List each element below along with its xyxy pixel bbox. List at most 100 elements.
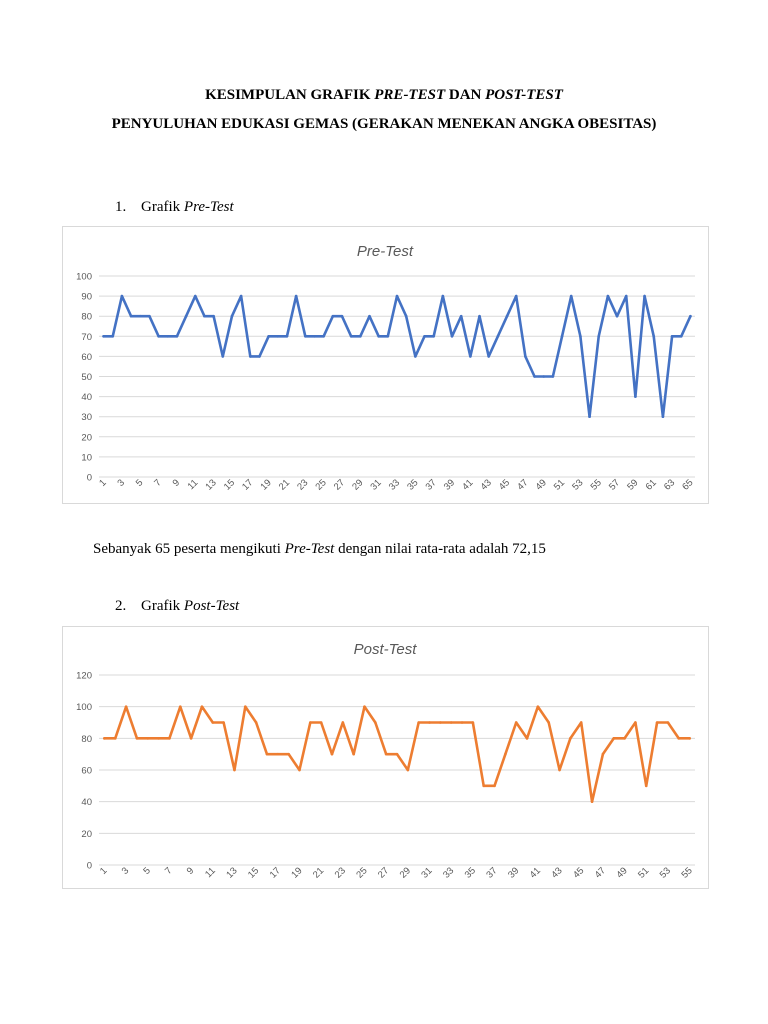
data-point (404, 314, 408, 318)
data-point (222, 721, 225, 724)
data-point (146, 737, 150, 740)
data-point (377, 335, 380, 338)
data-point (239, 294, 243, 298)
x-tick-label: 45 (497, 477, 512, 492)
section-label: Grafik (141, 199, 184, 215)
data-point (148, 314, 151, 318)
summary-part-2: Pre-Test (284, 541, 335, 557)
x-tick-label: 1 (98, 865, 110, 877)
x-tick-label: 21 (277, 477, 292, 492)
data-point (569, 294, 573, 298)
data-point (666, 721, 670, 724)
y-tick-label: 20 (81, 829, 92, 840)
data-point (441, 294, 445, 298)
x-tick-label: 51 (636, 865, 651, 880)
data-point (579, 335, 582, 338)
x-tick-label: 21 (311, 865, 326, 880)
data-point (677, 737, 681, 740)
x-tick-label: 43 (479, 477, 494, 492)
x-tick-label: 49 (614, 865, 629, 880)
data-point (230, 314, 234, 318)
data-point (644, 784, 648, 788)
data-point (423, 335, 426, 338)
data-point (200, 705, 204, 708)
x-tick-label: 25 (314, 477, 329, 492)
data-point (157, 737, 160, 740)
x-tick-label: 35 (405, 477, 420, 492)
data-point (287, 752, 290, 756)
x-tick-label: 17 (268, 865, 283, 880)
title-part-4: POST-TEST (485, 87, 563, 103)
x-tick-label: 45 (571, 865, 586, 880)
x-tick-label: 35 (463, 865, 478, 880)
y-tick-label: 20 (81, 432, 92, 443)
data-point (469, 355, 472, 358)
title-part-1: KESIMPULAN GRAFIK (205, 87, 375, 103)
data-point (313, 335, 316, 338)
data-point (643, 294, 646, 298)
data-point (514, 721, 518, 724)
data-point (558, 768, 561, 772)
data-point (359, 335, 362, 338)
data-point (615, 314, 619, 318)
data-point (368, 314, 371, 318)
x-tick-label: 33 (441, 865, 456, 880)
data-point (414, 355, 417, 358)
section-number: 2. (115, 598, 127, 614)
x-tick-label: 27 (332, 477, 347, 492)
x-tick-label: 25 (354, 865, 369, 880)
y-tick-label: 90 (81, 292, 92, 303)
data-point (294, 294, 298, 298)
data-point (597, 335, 601, 338)
data-point (688, 737, 691, 740)
x-tick-label: 33 (387, 477, 402, 492)
x-tick-label: 63 (662, 477, 677, 492)
data-point (482, 784, 485, 788)
data-point (285, 335, 289, 338)
data-point (349, 335, 353, 338)
data-point (471, 721, 475, 724)
data-point (449, 721, 453, 724)
data-point (221, 355, 225, 358)
data-point (304, 335, 307, 338)
x-tick-label: 55 (679, 865, 694, 880)
data-point (661, 415, 665, 418)
data-point (111, 335, 115, 338)
data-point (496, 335, 500, 338)
data-point (533, 375, 536, 378)
data-point (652, 335, 656, 338)
data-point (624, 294, 628, 298)
data-point (319, 721, 323, 724)
data-point (524, 355, 527, 358)
data-point (450, 335, 454, 338)
data-point (330, 752, 334, 756)
x-tick-label: 39 (442, 477, 457, 492)
x-tick-label: 15 (222, 477, 237, 492)
posttest-chart: Post-Test 0 20 40 60 80 100 120 1 3 5 7 9 11 13 15 17 19 2… (62, 626, 709, 889)
x-tick-label: 41 (528, 865, 543, 880)
x-tick-label: 37 (484, 865, 499, 880)
data-point (189, 737, 193, 740)
section-heading-posttest: 2. Grafik Post-Test (115, 598, 239, 615)
x-tick-label: 39 (506, 865, 521, 880)
y-tick-label: 10 (81, 452, 92, 463)
data-point (193, 294, 197, 298)
data-point (634, 721, 637, 724)
data-point (258, 355, 261, 358)
y-tick-label: 30 (81, 412, 92, 423)
data-point (322, 335, 325, 338)
x-tick-label: 19 (289, 865, 304, 880)
y-tick-label: 100 (76, 702, 92, 713)
x-tick-label: 41 (460, 477, 475, 492)
data-point (124, 705, 128, 708)
x-tick-label: 11 (186, 477, 201, 492)
x-tick-label: 37 (424, 477, 439, 492)
y-tick-label: 100 (76, 272, 92, 283)
x-tick-label: 29 (398, 865, 413, 880)
x-tick-label: 5 (141, 865, 153, 877)
data-point (309, 721, 312, 724)
title-part-3: DAN (445, 87, 486, 103)
x-tick-label: 47 (515, 477, 530, 492)
